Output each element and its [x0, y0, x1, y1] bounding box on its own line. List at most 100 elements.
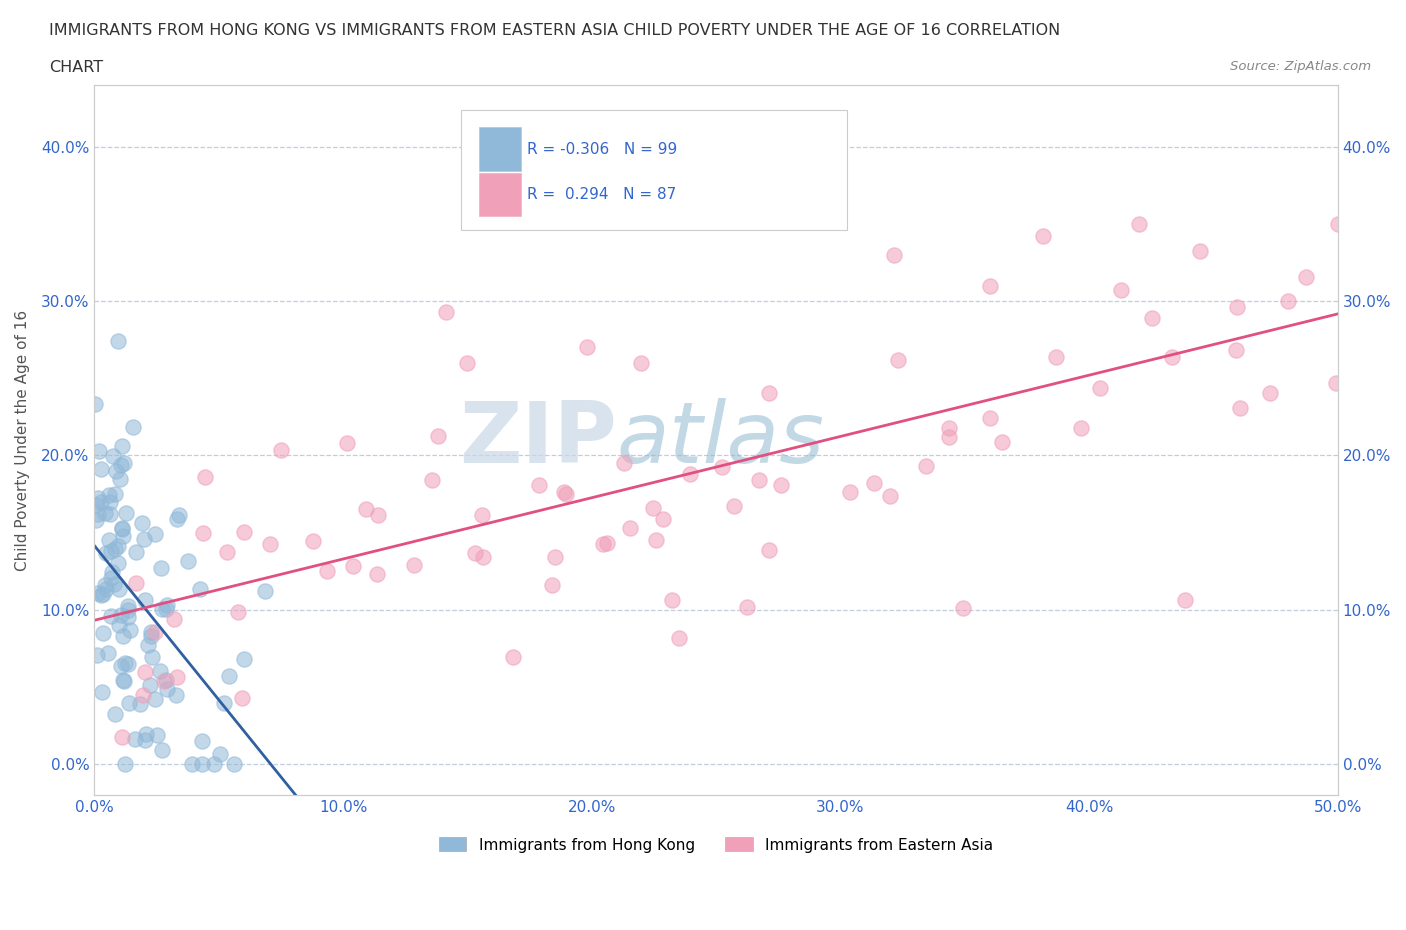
- Point: [191, 757, 214, 772]
- Point: [104, 486, 127, 501]
- Point: [527, 477, 550, 492]
- Point: [710, 459, 733, 474]
- Point: [502, 650, 524, 665]
- Point: [141, 649, 163, 664]
- Point: [166, 670, 188, 684]
- Point: [233, 651, 256, 666]
- Point: [270, 443, 292, 458]
- Point: [86, 647, 108, 662]
- Point: [118, 696, 141, 711]
- Point: [464, 545, 486, 560]
- Point: [155, 672, 177, 687]
- Point: [97, 488, 120, 503]
- Point: [1161, 350, 1184, 365]
- Point: [644, 533, 666, 548]
- Point: [149, 664, 172, 679]
- Point: [1188, 244, 1211, 259]
- Point: [254, 584, 277, 599]
- Point: [87, 586, 110, 601]
- Text: CHART: CHART: [49, 60, 103, 75]
- Point: [952, 601, 974, 616]
- Point: [86, 498, 108, 512]
- Point: [991, 434, 1014, 449]
- Point: [838, 485, 860, 499]
- Point: [222, 757, 245, 772]
- Point: [576, 339, 599, 354]
- Point: [938, 430, 960, 445]
- Point: [779, 170, 801, 185]
- Point: [100, 507, 122, 522]
- Point: [155, 601, 177, 616]
- Point: [101, 565, 124, 579]
- Point: [108, 582, 131, 597]
- Point: [83, 396, 105, 411]
- Point: [134, 733, 156, 748]
- Point: [167, 508, 190, 523]
- FancyBboxPatch shape: [478, 173, 520, 216]
- Point: [1226, 300, 1249, 315]
- Point: [103, 577, 125, 591]
- Point: [124, 545, 146, 560]
- Point: [862, 475, 884, 490]
- Point: [156, 682, 179, 697]
- Point: [90, 684, 112, 699]
- Point: [111, 529, 134, 544]
- Point: [150, 560, 173, 575]
- Point: [630, 355, 652, 370]
- Point: [342, 558, 364, 573]
- Point: [93, 625, 115, 640]
- Point: [1324, 376, 1347, 391]
- Point: [145, 624, 167, 639]
- Point: [94, 578, 117, 592]
- Point: [1229, 400, 1251, 415]
- Point: [100, 609, 122, 624]
- Point: [87, 491, 110, 506]
- Point: [107, 334, 129, 349]
- Point: [1140, 311, 1163, 325]
- Point: [104, 463, 127, 478]
- Point: [117, 657, 139, 671]
- Point: [190, 582, 212, 597]
- Point: [544, 550, 567, 565]
- Point: [114, 506, 136, 521]
- Point: [97, 645, 120, 660]
- Point: [114, 656, 136, 671]
- Point: [420, 472, 443, 487]
- Point: [643, 500, 665, 515]
- FancyBboxPatch shape: [478, 127, 520, 171]
- Point: [434, 304, 457, 319]
- Point: [301, 534, 323, 549]
- Point: [121, 419, 143, 434]
- Point: [112, 674, 135, 689]
- Point: [218, 669, 240, 684]
- Y-axis label: Child Poverty Under the Age of 16: Child Poverty Under the Age of 16: [15, 310, 30, 570]
- Point: [938, 421, 960, 436]
- Point: [202, 757, 225, 772]
- Point: [112, 456, 135, 471]
- Text: IMMIGRANTS FROM HONG KONG VS IMMIGRANTS FROM EASTERN ASIA CHILD POVERTY UNDER TH: IMMIGRANTS FROM HONG KONG VS IMMIGRANTS …: [49, 23, 1060, 38]
- Point: [553, 485, 575, 499]
- Point: [472, 550, 495, 565]
- Point: [163, 612, 186, 627]
- Point: [191, 734, 214, 749]
- Point: [117, 598, 139, 613]
- Point: [1045, 350, 1067, 365]
- Point: [214, 696, 236, 711]
- Point: [153, 673, 176, 688]
- Point: [134, 664, 156, 679]
- Point: [541, 578, 564, 592]
- Point: [1225, 342, 1247, 357]
- Point: [737, 600, 759, 615]
- Point: [193, 526, 215, 541]
- Point: [104, 707, 127, 722]
- Point: [879, 488, 901, 503]
- Point: [110, 658, 132, 673]
- Point: [748, 472, 770, 487]
- Point: [111, 520, 134, 535]
- Point: [86, 506, 108, 521]
- Point: [90, 588, 112, 603]
- Point: [125, 576, 148, 591]
- Point: [1295, 270, 1317, 285]
- Point: [316, 564, 339, 578]
- Point: [758, 386, 780, 401]
